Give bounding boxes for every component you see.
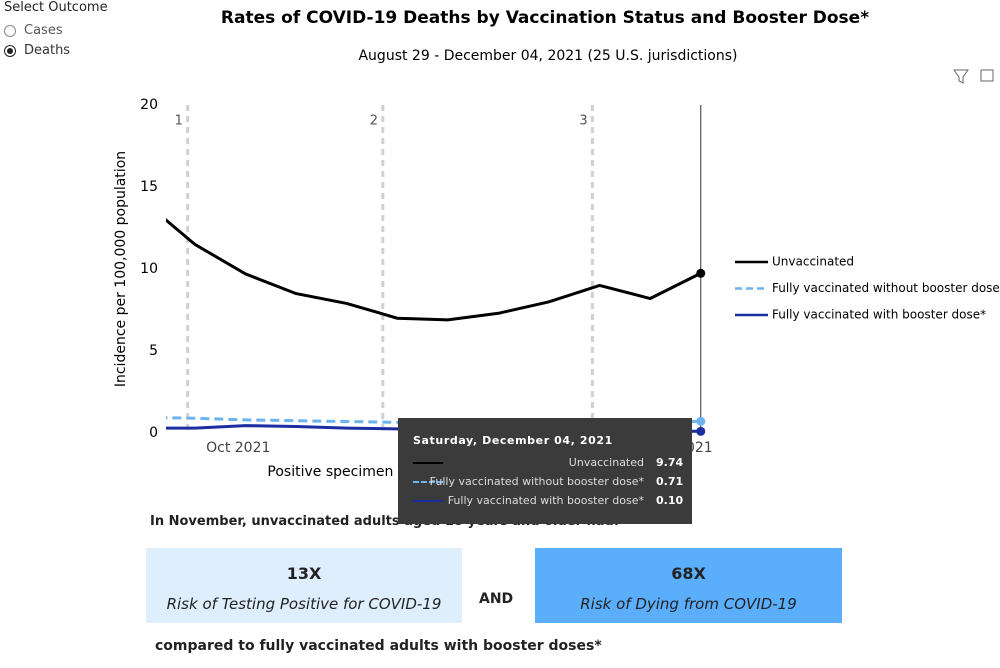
tooltip-name: Unvaccinated (568, 456, 644, 469)
tooltip-name: Fully vaccinated without booster dose* (429, 475, 644, 488)
option-label[interactable]: Deaths (24, 43, 71, 58)
y-tick-label: 0 (149, 425, 158, 441)
y-tick-label: 20 (140, 97, 158, 113)
tooltip-header: Saturday, December 04, 2021 (413, 434, 613, 447)
chart-subtitle: August 29 - December 04, 2021 (25 U.S. j… (358, 48, 737, 64)
reference-label: 3 (579, 114, 587, 129)
tooltip-value: 0.10 (656, 494, 684, 507)
stat-box: 68X Risk of Dying from COVID-19 (535, 548, 842, 623)
reference-label: 1 (175, 114, 183, 129)
tooltip: Saturday, December 04, 2021 Unvaccinated… (398, 418, 692, 524)
stat-box: 13X Risk of Testing Positive for COVID-1… (146, 548, 462, 623)
radio-option[interactable]: Cases (4, 23, 63, 38)
stat-value: 68X (671, 564, 706, 583)
tooltip-swatch (413, 481, 443, 483)
tooltip-value: 9.74 (656, 456, 684, 469)
tooltip-value: 0.71 (656, 475, 684, 488)
option-label[interactable]: Cases (24, 23, 63, 38)
stat-label: Risk of Testing Positive for COVID-19 (166, 595, 442, 613)
y-axis-title: Incidence per 100,000 population (113, 151, 129, 387)
legend-label: Fully vaccinated without booster dose* (772, 281, 1000, 295)
legend-label: Fully vaccinated with booster dose* (772, 308, 986, 322)
legend-label: Unvaccinated (772, 255, 854, 269)
tooltip-name: Fully vaccinated with booster dose* (447, 494, 644, 507)
radio[interactable] (4, 24, 16, 37)
y-tick-label: 15 (140, 179, 158, 195)
connector: AND (479, 591, 514, 607)
filter-icon[interactable] (953, 69, 969, 84)
hover-point (696, 426, 706, 436)
reference-label: 2 (370, 114, 378, 129)
tooltip-swatch (413, 500, 443, 502)
stat-label: Risk of Dying from COVID-19 (580, 595, 797, 613)
hover-point (696, 416, 706, 426)
chart-title: Rates of COVID-19 Deaths by Vaccination … (221, 8, 869, 28)
control-label: Select Outcome (4, 0, 108, 15)
tooltip-swatch (413, 462, 443, 464)
chart: Rates of COVID-19 Deaths by Vaccination … (113, 8, 1000, 480)
radio-option[interactable]: Deaths (4, 43, 70, 58)
series-line (166, 218, 702, 322)
radio[interactable] (4, 44, 16, 57)
expand-icon[interactable] (980, 69, 994, 82)
y-tick-label: 10 (140, 261, 158, 277)
stat-value: 13X (286, 564, 322, 583)
summary-footer: compared to fully vaccinated adults with… (155, 638, 602, 654)
plot-area (166, 218, 702, 433)
hover-point (696, 268, 706, 278)
y-tick-label: 5 (149, 343, 158, 359)
x-tick-label: Oct 2021 (206, 440, 270, 456)
